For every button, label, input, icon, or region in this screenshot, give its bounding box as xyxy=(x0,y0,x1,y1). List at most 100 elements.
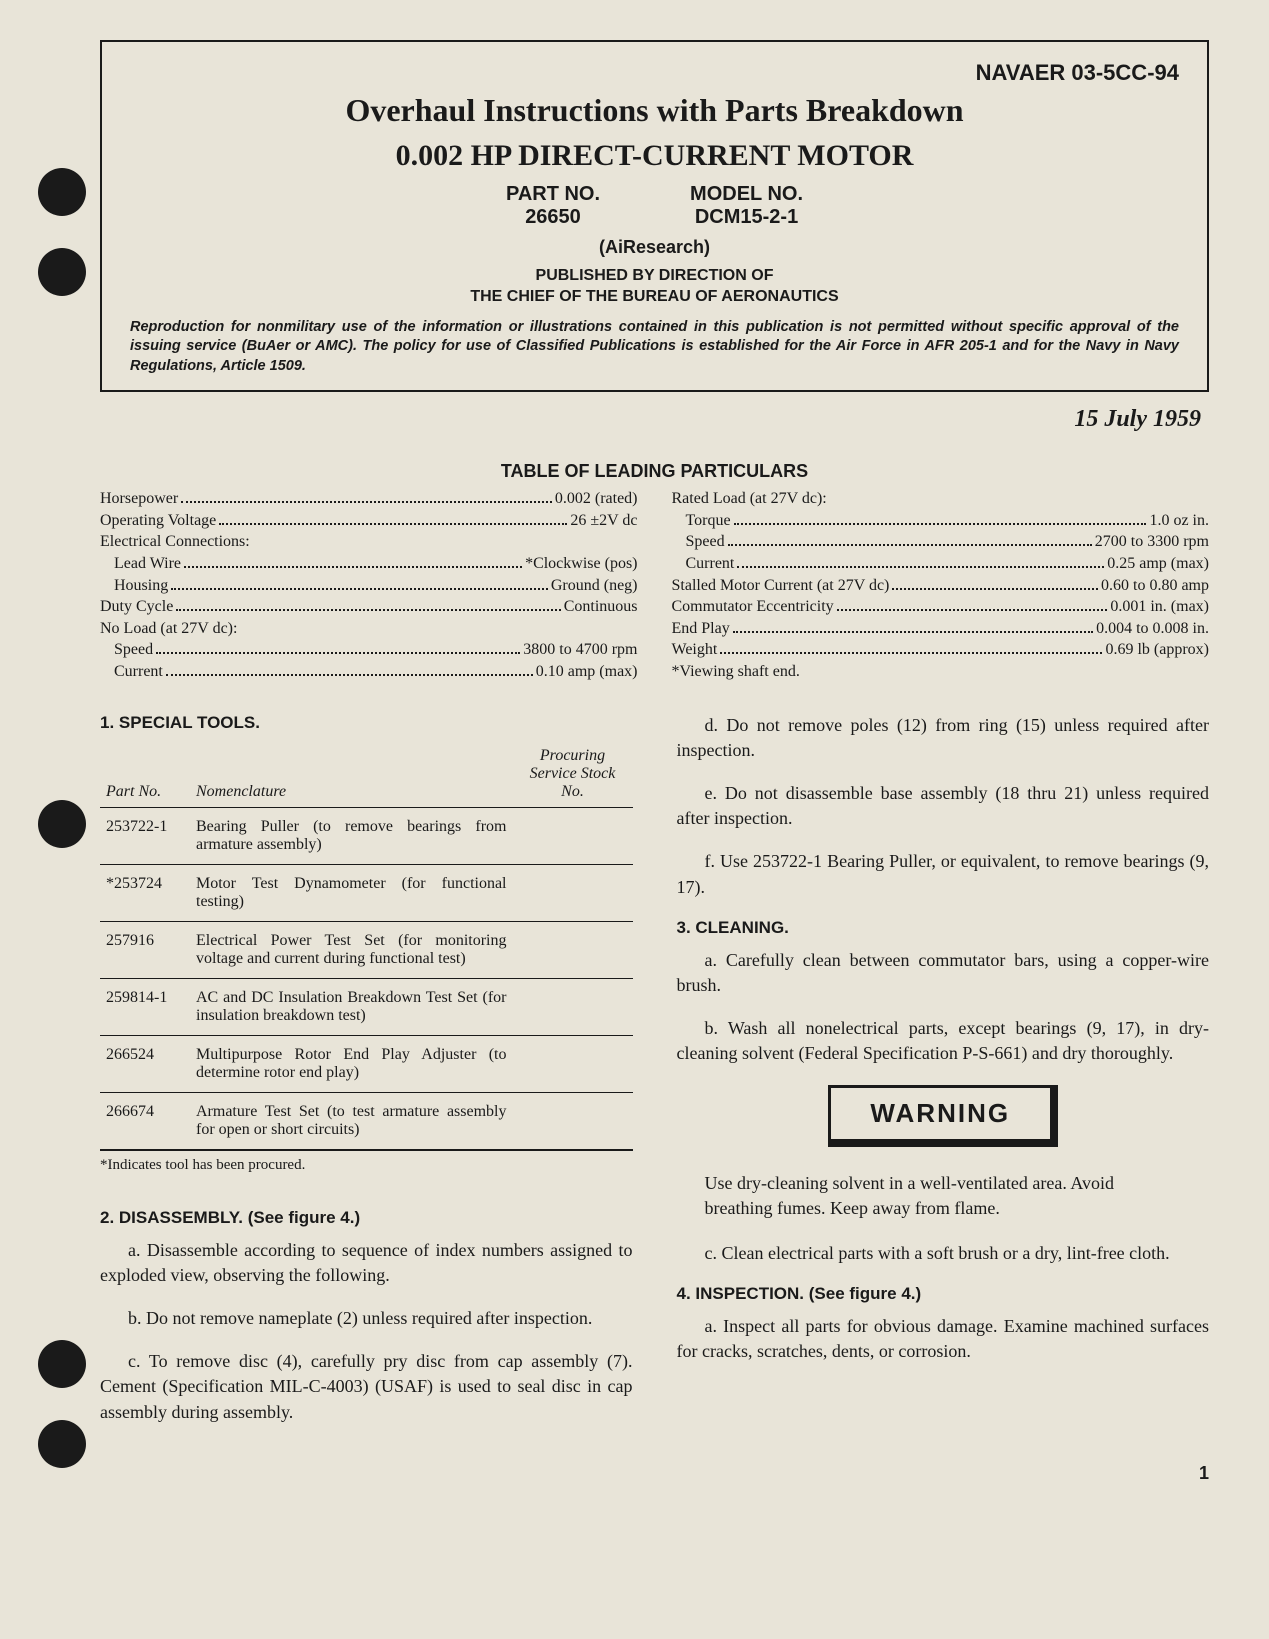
part-number-block: PART NO. 26650 xyxy=(506,183,600,229)
airesearch-label: (AiResearch) xyxy=(130,237,1179,258)
particulars-right-col: Rated Load (at 27V dc):Torque1.0 oz in.S… xyxy=(672,488,1210,682)
section-1-title: 1. SPECIAL TOOLS. xyxy=(100,713,633,733)
tools-cell-nomenclature: Armature Test Set (to test armature asse… xyxy=(190,1092,513,1149)
page-number: 1 xyxy=(100,1463,1209,1484)
tools-col-partno: Part No. xyxy=(100,743,190,808)
particulars-label: Weight xyxy=(672,639,718,661)
tools-cell-partno: 266524 xyxy=(100,1035,190,1092)
sec4-para-a: a. Inspect all parts for obvious damage.… xyxy=(677,1314,1210,1364)
particulars-left-col: Horsepower0.002 (rated)Operating Voltage… xyxy=(100,488,638,682)
particulars-value: 0.25 amp (max) xyxy=(1107,553,1209,575)
tools-col-nomenclature: Nomenclature xyxy=(190,743,513,808)
particulars-label: Speed xyxy=(114,639,153,661)
warning-box: WARNING xyxy=(828,1085,1058,1147)
tools-cell-nomenclature: Bearing Puller (to remove bearings from … xyxy=(190,807,513,864)
tools-cell-nomenclature: Electrical Power Test Set (for monitorin… xyxy=(190,921,513,978)
published-by: PUBLISHED BY DIRECTION OF THE CHIEF OF T… xyxy=(130,266,1179,308)
tools-table-row: 253722-1Bearing Puller (to remove bearin… xyxy=(100,807,633,864)
sec2-para-e: e. Do not disassemble base assembly (18 … xyxy=(677,781,1210,831)
particulars-label: Duty Cycle xyxy=(100,596,173,618)
tools-cell-nomenclature: AC and DC Insulation Breakdown Test Set … xyxy=(190,978,513,1035)
particulars-label: Operating Voltage xyxy=(100,510,216,532)
sec3-para-b: b. Wash all nonelectrical parts, except … xyxy=(677,1016,1210,1066)
dot-leader xyxy=(837,609,1108,611)
sec2-para-d: d. Do not remove poles (12) from ring (1… xyxy=(677,713,1210,763)
particulars-label: Speed xyxy=(686,531,725,553)
tools-cell-partno: *253724 xyxy=(100,864,190,921)
tools-cell-nomenclature: Motor Test Dynamometer (for functional t… xyxy=(190,864,513,921)
tools-cell-stockno xyxy=(513,1092,633,1149)
sec3-para-a: a. Carefully clean between commutator ba… xyxy=(677,948,1210,998)
dot-leader xyxy=(184,566,522,568)
special-tools-table: Part No. Nomenclature Procuring Service … xyxy=(100,743,633,1150)
particulars-label: End Play xyxy=(672,618,730,640)
tools-col-stockno: Procuring Service Stock No. xyxy=(513,743,633,808)
tools-cell-partno: 259814-1 xyxy=(100,978,190,1035)
particulars-label: *Viewing shaft end. xyxy=(672,661,800,683)
punch-hole xyxy=(38,800,86,848)
dot-leader xyxy=(181,501,552,503)
document-code: NAVAER 03-5CC-94 xyxy=(130,60,1179,86)
punch-hole xyxy=(38,1340,86,1388)
tools-table-row: *253724Motor Test Dynamometer (for funct… xyxy=(100,864,633,921)
tools-cell-partno: 257916 xyxy=(100,921,190,978)
right-column: d. Do not remove poles (12) from ring (1… xyxy=(677,713,1210,1443)
model-no-value: DCM15-2-1 xyxy=(690,206,803,229)
sec2-para-f: f. Use 253722-1 Bearing Puller, or equiv… xyxy=(677,849,1210,899)
particulars-label: Rated Load (at 27V dc): xyxy=(672,488,827,510)
particulars-row: *Viewing shaft end. xyxy=(672,661,1210,683)
sec2-para-a: a. Disassemble according to sequence of … xyxy=(100,1238,633,1288)
part-no-value: 26650 xyxy=(506,206,600,229)
particulars-value: Ground (neg) xyxy=(551,575,638,597)
particulars-value: 26 ±2V dc xyxy=(570,510,637,532)
particulars-row: Speed 3800 to 4700 rpm xyxy=(100,639,638,661)
tools-cell-partno: 253722-1 xyxy=(100,807,190,864)
body-columns: 1. SPECIAL TOOLS. Part No. Nomenclature … xyxy=(100,713,1209,1443)
model-number-block: MODEL NO. DCM15-2-1 xyxy=(690,183,803,229)
header-box: NAVAER 03-5CC-94 Overhaul Instructions w… xyxy=(100,40,1209,392)
tools-cell-nomenclature: Multipurpose Rotor End Play Adjuster (to… xyxy=(190,1035,513,1092)
model-no-label: MODEL NO. xyxy=(690,183,803,206)
part-model-row: PART NO. 26650 MODEL NO. DCM15-2-1 xyxy=(130,183,1179,229)
document-page: NAVAER 03-5CC-94 Overhaul Instructions w… xyxy=(100,40,1209,1484)
particulars-value: *Clockwise (pos) xyxy=(525,553,637,575)
particulars-table: Horsepower0.002 (rated)Operating Voltage… xyxy=(100,488,1209,682)
tools-cell-stockno xyxy=(513,1035,633,1092)
particulars-label: Housing xyxy=(114,575,168,597)
particulars-row: Rated Load (at 27V dc): xyxy=(672,488,1210,510)
particulars-label: Commutator Eccentricity xyxy=(672,596,834,618)
particulars-value: 1.0 oz in. xyxy=(1149,510,1209,532)
particulars-row: Current0.25 amp (max) xyxy=(672,553,1210,575)
tools-cell-stockno xyxy=(513,978,633,1035)
tools-table-row: 259814-1AC and DC Insulation Breakdown T… xyxy=(100,978,633,1035)
particulars-value: 2700 to 3300 rpm xyxy=(1095,531,1209,553)
sec2-para-b: b. Do not remove nameplate (2) unless re… xyxy=(100,1306,633,1331)
dot-leader xyxy=(166,674,533,676)
dot-leader xyxy=(171,588,548,590)
particulars-row: Torque 1.0 oz in. xyxy=(672,510,1210,532)
left-column: 1. SPECIAL TOOLS. Part No. Nomenclature … xyxy=(100,713,633,1443)
tools-cell-stockno xyxy=(513,864,633,921)
document-date: 15 July 1959 xyxy=(100,406,1201,433)
dot-leader xyxy=(733,631,1093,633)
reproduction-note: Reproduction for nonmilitary use of the … xyxy=(130,318,1179,377)
dot-leader xyxy=(728,544,1092,546)
section-4-title: 4. INSPECTION. (See figure 4.) xyxy=(677,1284,1210,1304)
dot-leader xyxy=(219,523,567,525)
punch-hole xyxy=(38,168,86,216)
particulars-row: Duty Cycle Continuous xyxy=(100,596,638,618)
particulars-row: Current0.10 amp (max) xyxy=(100,661,638,683)
tools-cell-stockno xyxy=(513,807,633,864)
particulars-value: 3800 to 4700 rpm xyxy=(523,639,637,661)
sec3-para-c: c. Clean electrical parts with a soft br… xyxy=(677,1241,1210,1266)
particulars-label: Stalled Motor Current (at 27V dc) xyxy=(672,575,890,597)
particulars-value: Continuous xyxy=(564,596,638,618)
particulars-row: Electrical Connections: xyxy=(100,531,638,553)
particulars-label: Torque xyxy=(686,510,731,532)
particulars-row: No Load (at 27V dc): xyxy=(100,618,638,640)
particulars-title: TABLE OF LEADING PARTICULARS xyxy=(100,461,1209,482)
particulars-value: 0.004 to 0.008 in. xyxy=(1096,618,1209,640)
particulars-row: Speed 2700 to 3300 rpm xyxy=(672,531,1210,553)
tools-cell-partno: 266674 xyxy=(100,1092,190,1149)
particulars-label: Electrical Connections: xyxy=(100,531,250,553)
